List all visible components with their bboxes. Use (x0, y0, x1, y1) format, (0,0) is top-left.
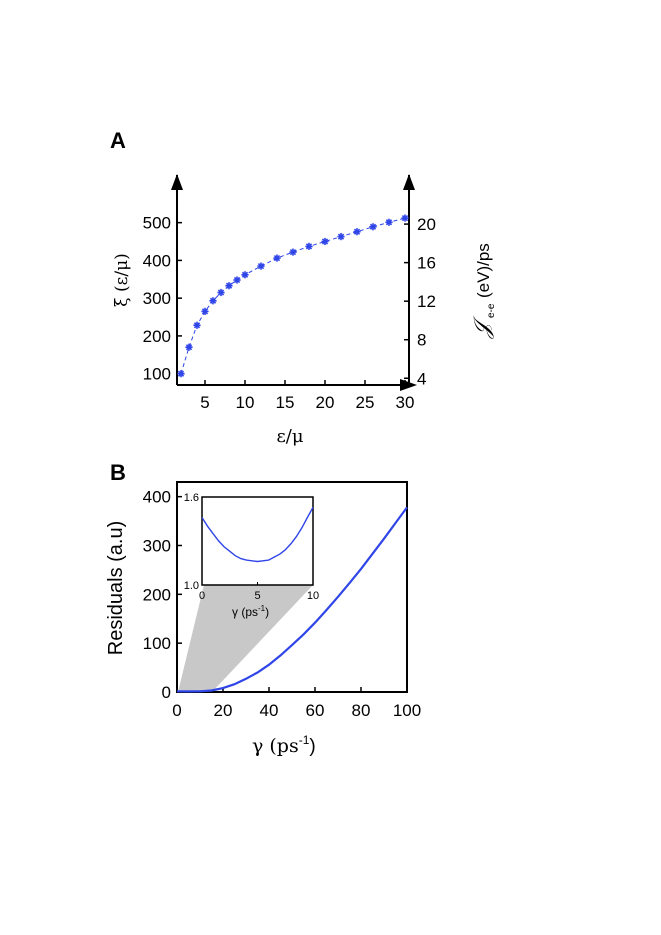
chart-a-point (185, 343, 193, 351)
chart-a-right-y-tick-label: 20 (417, 215, 436, 234)
chart-b-x-label-close: ) (309, 736, 315, 757)
chart-b-x-label: γ (ps-1) (252, 733, 316, 757)
chart-a-point (225, 282, 233, 290)
chart-b-x-label-main: γ (ps (252, 735, 299, 757)
chart-a-x-label: ε/μ (276, 426, 303, 447)
chart-b-x-tick-label: 0 (172, 701, 181, 720)
chart-a-point (369, 223, 377, 231)
chart-b-inset-x-label-sup: -1 (258, 604, 266, 613)
chart-a-left-y-tick-label: 300 (143, 289, 171, 308)
chart-a-point (217, 288, 225, 297)
chart-a-x-tick-label: 20 (316, 393, 335, 412)
chart-b-x-tick-label: 80 (352, 701, 371, 720)
chart-a-point (233, 276, 241, 284)
chart-a-right-y-tick-label: 4 (417, 369, 426, 388)
chart-a-point (385, 218, 393, 226)
chart-b-y-tick-label: 400 (143, 488, 171, 507)
chart-b-x-tick-label: 20 (214, 701, 233, 720)
chart-a-point (257, 262, 265, 270)
chart-a-right-y-tick-label: 16 (417, 254, 436, 273)
chart-b-inset-y-tick-label: 1.0 (184, 580, 199, 592)
chart-a-left-y-label: ξ (ε/μ) (112, 253, 132, 307)
chart-b-x-label-sup: -1 (299, 733, 310, 747)
chart-a-left-y-tick-label: 500 (143, 214, 171, 233)
chart-b-inset-y-tick-label: 1.6 (184, 492, 199, 504)
chart-b-inset-series-line (201, 506, 314, 563)
panel-label-a: A (110, 128, 126, 153)
chart-a-right-y-tick-label: 12 (417, 292, 436, 311)
chart-b-inset-x-label-main: γ (ps (232, 605, 258, 619)
chart-b-inset-x-tick-label: 5 (254, 590, 260, 602)
chart-a-point (201, 307, 209, 315)
chart-a-right-arrowhead (403, 174, 415, 190)
chart-a-right-y-text: (eV)/ps (474, 243, 493, 298)
chart-a-x-tick-label: 30 (396, 393, 415, 412)
chart-a-point (401, 214, 409, 222)
chart-a-point (289, 248, 297, 256)
chart-b-inset-x-label-close: ) (265, 605, 269, 619)
chart-b-zoom-shading (178, 585, 313, 692)
chart-b-x-tick-label: 60 (306, 701, 325, 720)
chart-b-y-tick-label: 100 (143, 634, 171, 653)
chart-a-point (209, 297, 217, 305)
chart-a-point (177, 370, 185, 378)
chart-b-plot-frame (176, 481, 408, 693)
chart-a-point (337, 233, 345, 241)
chart-a-x-tick-label: 5 (200, 393, 209, 412)
chart-b-y-tick-label: 300 (143, 536, 171, 555)
chart-a-x-tick-label: 25 (356, 393, 375, 412)
chart-b-series-line (176, 506, 408, 693)
chart-b-y-tick-label: 0 (162, 683, 171, 702)
chart-a-left-arrowhead (171, 174, 183, 190)
chart-a-point (321, 237, 329, 246)
chart-a-series-line (180, 217, 406, 374)
chart-b-inset-x-tick-label: 0 (199, 590, 205, 602)
chart-a-point (273, 254, 281, 262)
chart-a-right-y-subscript: e-e (486, 303, 497, 318)
chart-b-y-label: Residuals (a.u) (105, 521, 127, 656)
chart-a-point (193, 321, 201, 329)
chart-b-y-tick-label: 200 (143, 585, 171, 604)
panel-label-b: B (110, 460, 126, 485)
chart-a-x-tick-label: 10 (236, 393, 255, 412)
chart-a-point (305, 242, 313, 250)
chart-a-x-tick-label: 15 (276, 393, 295, 412)
chart-a-point (241, 271, 249, 279)
chart-a-point (353, 228, 361, 236)
chart-b-x-tick-label: 100 (393, 701, 421, 720)
chart-a-left-y-tick-label: 100 (143, 365, 171, 384)
chart-a: 5 10 15 20 25 30 100 200 300 400 500 4 8 12 16 20 ε/μ… (112, 174, 497, 447)
chart-b: 0 20 40 60 80 100 0 100 200 300 400 0 5 10 1.0 1.6 γ … (105, 481, 421, 757)
chart-a-right-y-label: 𝒥 e-e (eV)/ps (470, 243, 497, 339)
chart-b-inset-frame (201, 496, 314, 586)
chart-a-left-y-tick-label: 400 (143, 251, 171, 270)
chart-a-left-y-tick-label: 200 (143, 327, 171, 346)
chart-a-right-y-tick-label: 8 (417, 331, 426, 350)
chart-b-inset-x-tick-label: 10 (307, 590, 319, 602)
chart-b-x-tick-label: 40 (260, 701, 279, 720)
chart-b-inset-x-label: γ (ps-1) (232, 604, 269, 619)
